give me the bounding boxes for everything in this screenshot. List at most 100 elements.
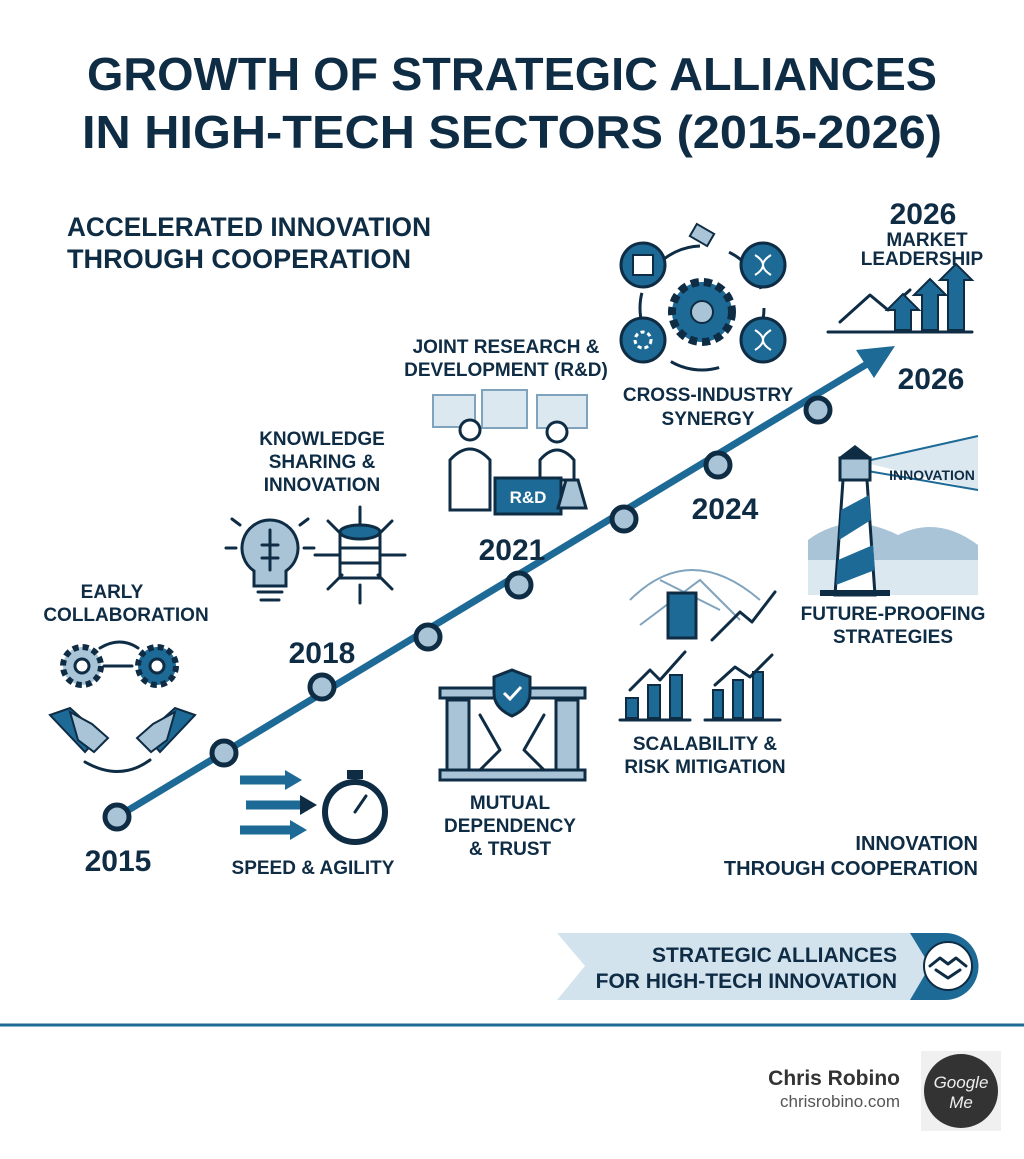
scalability-icon	[618, 569, 782, 722]
roof	[838, 445, 872, 458]
stopwatch-hand	[353, 794, 368, 814]
gear-hub	[73, 657, 91, 675]
sea	[808, 560, 978, 595]
milestone-label: CROSS-INDUSTRY	[623, 385, 794, 406]
milestone-label: RISK MITIGATION	[624, 757, 785, 778]
lab-desk	[493, 476, 563, 516]
timeline	[102, 346, 895, 832]
bulb-lines	[256, 528, 284, 602]
screen	[481, 389, 528, 429]
node	[504, 570, 534, 600]
year-label: 2018	[289, 637, 356, 670]
year-label: 2015	[85, 845, 152, 878]
bulb-rays	[224, 517, 316, 550]
cycle	[638, 244, 766, 372]
chip	[632, 254, 654, 276]
gear-circle	[619, 316, 667, 364]
milestone-label: LEADERSHIP	[861, 249, 984, 270]
beam-label: INNOVATION	[889, 467, 975, 483]
person-head	[545, 420, 569, 444]
leadership-icon	[826, 262, 975, 334]
milestone-label: DEVELOPMENT (R&D)	[404, 360, 608, 381]
milestone-label: FUTURE-PROOFING	[801, 604, 986, 625]
node	[803, 395, 833, 425]
pillar	[445, 698, 471, 772]
hands	[478, 713, 546, 772]
collaboration-icon	[48, 640, 197, 773]
node	[703, 450, 733, 480]
lighthouse-icon: INNOVATION	[808, 435, 979, 597]
banner-line: FOR HIGH-TECH INNOVATION	[596, 970, 897, 993]
bar	[732, 679, 744, 719]
timeline-nodes	[102, 395, 833, 832]
node	[307, 672, 337, 702]
milestone-label: SHARING &	[269, 452, 376, 473]
timeline-line	[115, 358, 874, 820]
node	[413, 622, 443, 652]
title-line: IN HIGH-TECH SECTORS (2015-2026)	[82, 106, 942, 158]
author-name: Chris Robino	[768, 1067, 900, 1090]
db-lines	[338, 546, 382, 565]
chart-lines	[618, 650, 782, 722]
badge-text: Me	[949, 1093, 973, 1112]
arrow	[83, 758, 152, 773]
milestone-label: MARKET	[886, 230, 968, 251]
subtitle-line: THROUGH COOPERATION	[67, 244, 411, 274]
building	[666, 591, 698, 640]
milestone-label: KNOWLEDGE	[259, 429, 385, 450]
beam-edge	[861, 435, 979, 491]
hand	[68, 709, 110, 754]
shield	[492, 668, 532, 718]
hand	[135, 709, 177, 754]
knowledge-icon	[224, 505, 407, 605]
bar	[647, 684, 661, 719]
closing-line: THROUGH COOPERATION	[724, 858, 978, 880]
closing-line: INNOVATION	[855, 833, 978, 855]
handshake	[928, 956, 968, 980]
dna	[754, 254, 772, 351]
synergy-icon	[619, 222, 787, 372]
year-label: 2026	[890, 198, 957, 231]
author-site: chrisrobino.com	[780, 1092, 900, 1111]
rising-arrows	[884, 262, 975, 331]
database	[313, 505, 407, 605]
handshake-badge	[923, 941, 973, 991]
pillar-base	[438, 768, 587, 782]
milestone-label: STRATEGIES	[833, 627, 953, 648]
milestone-label: INNOVATION	[264, 475, 380, 496]
person-body	[538, 448, 576, 482]
trust-icon	[438, 668, 587, 782]
arrow	[98, 640, 140, 668]
milestone-label: DEPENDENCY	[444, 816, 576, 837]
bar	[669, 674, 683, 719]
small-gear	[633, 330, 653, 350]
milestone-label: SYNERGY	[662, 409, 755, 430]
arrowhead	[285, 770, 302, 790]
flask	[556, 478, 588, 510]
pillar	[554, 698, 580, 772]
db-links	[313, 505, 407, 605]
year-label: 2026	[898, 363, 965, 396]
gear-hub	[148, 657, 166, 675]
tower-stripes	[836, 495, 875, 585]
lab-icon: R&D	[432, 389, 588, 516]
year-label: 2021	[479, 534, 546, 567]
banner-line: STRATEGIC ALLIANCES	[652, 944, 897, 967]
satellite	[688, 222, 716, 248]
banner: STRATEGIC ALLIANCES FOR HIGH-TECH INNOVA…	[557, 933, 979, 1000]
desk-label: R&D	[510, 488, 547, 507]
banner-ribbon	[557, 933, 945, 1000]
bar-chart	[625, 671, 764, 719]
node	[209, 738, 239, 768]
milestone-label: JOINT RESEARCH &	[413, 337, 600, 358]
node	[102, 802, 132, 832]
gear-hub	[690, 300, 714, 324]
db-top	[338, 523, 382, 541]
badge-circle	[924, 1054, 998, 1128]
light-beam	[862, 436, 978, 490]
bar	[625, 697, 639, 719]
lamp-room	[838, 456, 872, 482]
check	[502, 685, 523, 702]
stopwatch-button	[347, 770, 363, 779]
